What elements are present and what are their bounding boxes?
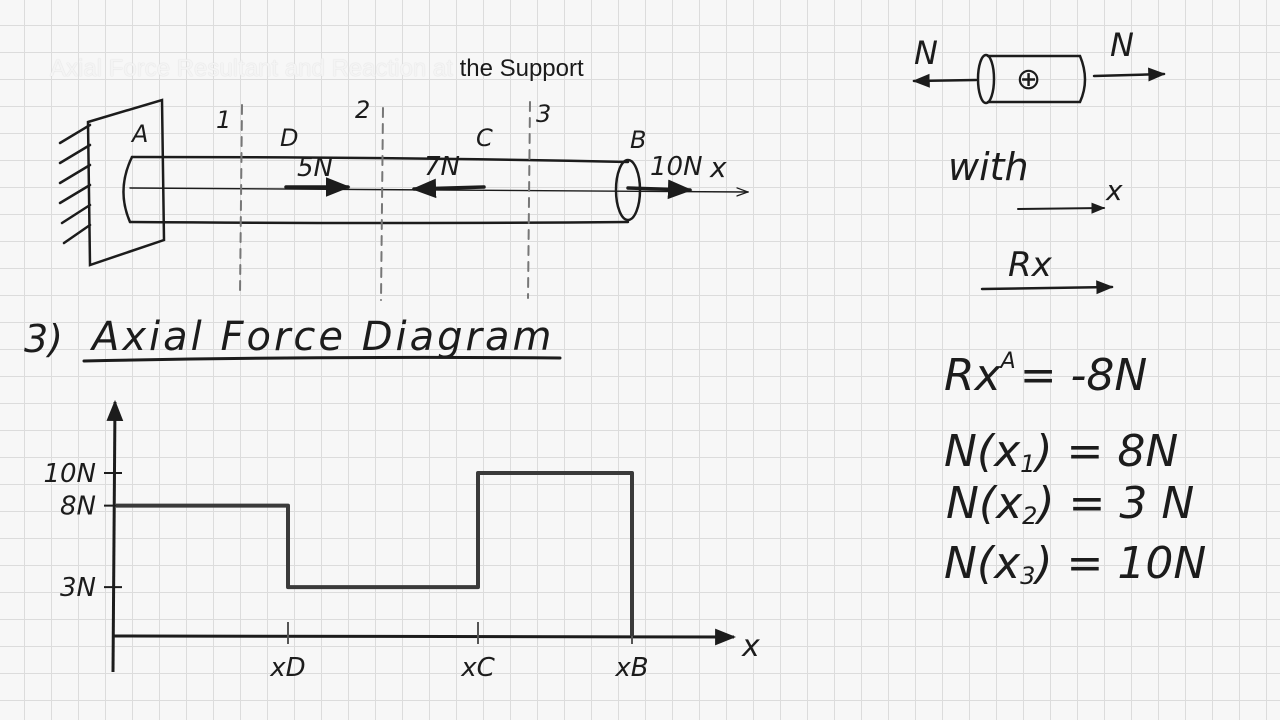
- force-d-label: 5N: [297, 153, 333, 183]
- x-direction-label: x: [1105, 174, 1123, 207]
- chart-y-axis: [106, 399, 124, 673]
- fixed-wall-support: [58, 98, 166, 267]
- video-title-faded: Axial Force Resultant and Reaction at: [50, 55, 453, 82]
- video-title-visible: the Support: [459, 55, 584, 82]
- heading-number: 3): [24, 317, 63, 361]
- n-x1-rhs: ) = 8N: [1032, 426, 1178, 477]
- n-right-label: N: [1110, 26, 1134, 64]
- axis-x-label: x: [709, 151, 727, 184]
- y-tick-label-3n: 3N: [60, 573, 96, 603]
- with-label: with: [948, 145, 1029, 189]
- n-x2-equation: N(x2) = 3 N: [946, 478, 1194, 530]
- rx-label: Rx: [1008, 245, 1053, 285]
- reaction-main: Rx: [944, 350, 1002, 401]
- x-direction-arrow: [1017, 202, 1106, 214]
- plus-sign-icon: ⊕: [1016, 62, 1041, 97]
- n-x3-equation: N(x3) = 10N: [944, 538, 1206, 590]
- section-2-label: 2: [355, 96, 370, 124]
- n-right-arrow: [1092, 67, 1166, 82]
- point-d-label: D: [280, 124, 298, 152]
- n-x1-sub: 1: [1020, 450, 1035, 478]
- n-left-arrow: [912, 73, 978, 88]
- n-x1-equation: N(x1) = 8N: [944, 426, 1178, 478]
- reaction-rhs: = -8N: [1020, 350, 1148, 401]
- x-tick-label-xc: xC: [460, 653, 495, 683]
- heading-text: Axial Force Diagram: [89, 314, 554, 360]
- point-c-label: C: [476, 124, 493, 152]
- point-a-label: A: [130, 120, 148, 148]
- free-body-element: [986, 54, 1087, 104]
- section-1-label: 1: [216, 106, 231, 134]
- n-x2-sub: 2: [1022, 502, 1037, 530]
- equations: RxA= -8N N(x1) = 8N N(x2) = 3 N N(x3) = …: [944, 349, 1206, 590]
- reaction-super: A: [999, 349, 1016, 374]
- n-x3-lhs: N(x: [944, 538, 1021, 589]
- chart-x-axis: [112, 628, 737, 646]
- reaction-equation: RxA= -8N: [944, 349, 1147, 401]
- n-x1-lhs: N(x: [944, 426, 1021, 477]
- y-tick-label-8n: 8N: [60, 492, 96, 522]
- y-tick-label-10n: 10N: [43, 459, 96, 489]
- beam-labels: A D C B 1 2 3 5N 7N 10N x: [130, 96, 727, 184]
- force-b-label: 10N: [650, 152, 703, 182]
- chart-x-axis-label: x: [741, 629, 760, 664]
- x-tick-label-xd: xD: [269, 653, 305, 683]
- chart-x-ticks: xD xC xB: [269, 622, 649, 683]
- heading-underline: [82, 355, 562, 363]
- force-arrow-b: [626, 179, 693, 200]
- n-left-label: N: [914, 34, 938, 72]
- force-c-label: 7N: [424, 152, 460, 182]
- n-x2-rhs: ) = 3 N: [1034, 478, 1194, 529]
- point-b-label: B: [630, 126, 646, 154]
- section-3-label: 3: [536, 100, 551, 128]
- axial-force-line: [116, 471, 634, 636]
- section-cuts: [239, 101, 531, 301]
- free-body-left-face: [976, 53, 996, 105]
- video-title: Axial Force Resultant and Reaction at th…: [50, 55, 584, 83]
- rx-direction-arrow: [980, 280, 1114, 295]
- diagram-heading: 3) Axial Force Diagram: [24, 314, 562, 363]
- n-x3-rhs: ) = 10N: [1032, 538, 1206, 589]
- sign-convention: ⊕ N N with x Rx: [912, 26, 1166, 295]
- x-tick-label-xb: xB: [614, 653, 648, 683]
- force-arrow-c: [411, 178, 486, 199]
- n-x2-lhs: N(x: [946, 478, 1023, 529]
- n-x3-sub: 3: [1020, 562, 1035, 590]
- beam-sketch: [58, 98, 748, 301]
